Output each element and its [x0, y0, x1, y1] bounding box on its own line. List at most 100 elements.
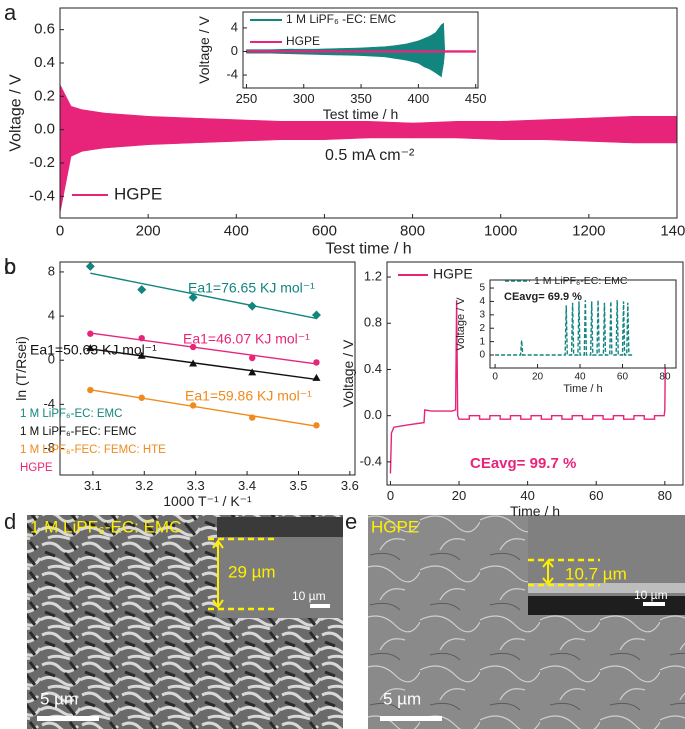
arrow-head [542, 559, 554, 586]
chart-panel: 3.1 3.2 3.3 3.4 3.5 3.6 -8 -4 0 4 8 1000 T⁻¹ / K⁻¹ l… [4, 254, 359, 509]
x-tick-label: 3.1 [84, 478, 102, 493]
marker [87, 330, 94, 337]
plot-frame-bg [60, 262, 355, 475]
x-tick-label: 3.3 [187, 478, 205, 493]
y-tick-label: 5 [479, 283, 485, 294]
y-tick-label: 4 [48, 308, 55, 323]
y-tick-label: -0.4 [360, 453, 382, 468]
legend-label: 1 M LiPF₆ -EC: EMC [286, 12, 397, 26]
y-axis-label: Voltage / V [340, 339, 356, 407]
x-tick-label: 60 [617, 372, 629, 383]
marker [189, 359, 198, 367]
y-tick-label: 0.4 [364, 361, 382, 376]
activation-energy: Ea1=46.07 KJ mol⁻¹ [183, 331, 310, 347]
y-tick-label: 4 [479, 296, 485, 307]
y-tick-label: 1 [479, 336, 485, 347]
marker [249, 354, 256, 362]
plot-data [495, 300, 634, 356]
voltage-band [412, 121, 457, 139]
marker [138, 334, 145, 342]
scale-bar [643, 602, 665, 606]
voltage-line [389, 300, 667, 474]
y-tick-label: 4 [231, 19, 238, 34]
voltage-band [125, 114, 149, 147]
legend-label: 1 M LiPF₆-FEC: FEMC: HTE [20, 444, 166, 456]
x-tick-label: 80 [659, 372, 671, 383]
scale-bar [310, 604, 330, 608]
x-tick-label: 3.6 [341, 478, 359, 493]
x-tick-label: 1400 [660, 222, 685, 239]
plot-frame [242, 11, 479, 89]
voltage-band [103, 112, 127, 149]
fit-line [90, 332, 317, 365]
image-caption: 1 M LiPF₆-EC: EMC [30, 517, 181, 536]
y-tick-label: -4 [43, 396, 55, 411]
plot-frame [489, 279, 677, 369]
legend-label: HGPE [433, 266, 473, 282]
fit-line [90, 272, 317, 320]
marker [248, 368, 257, 376]
marker [189, 402, 197, 409]
x-tick-label: 250 [236, 91, 258, 106]
x-tick-label: 3.2 [135, 478, 153, 493]
plot-data [60, 84, 677, 214]
voltage-band [81, 109, 105, 152]
voltage-band [544, 117, 590, 142]
panel-label: d [4, 509, 16, 534]
plot-data [246, 22, 477, 78]
marker [87, 386, 94, 394]
marker [85, 262, 95, 271]
x-axis-label: Time / h [563, 383, 602, 395]
image-caption: HGPE [371, 517, 419, 536]
voltage-band [456, 121, 502, 140]
voltage-band [280, 121, 325, 140]
x-tick-label: 1000 [484, 222, 517, 239]
y-tick-label: -8 [43, 440, 55, 455]
plot-frame [59, 261, 356, 476]
plot-frame [59, 7, 678, 219]
voltage-band [500, 119, 546, 140]
marker [313, 422, 320, 429]
marker [189, 343, 197, 351]
fit-line [90, 348, 317, 381]
y-axis-label: Voltage / V [196, 15, 212, 83]
marker [188, 292, 198, 302]
legend-label: 1 M LiPF₆-EC: EMC [20, 408, 122, 420]
y-tick-label: 1.2 [364, 268, 382, 283]
sem-inset-top [217, 517, 343, 537]
sem-panel-d: 1 M LiPF₆-EC: EMC 29 µm 10 µm 5 µm d [4, 509, 343, 729]
marker [138, 394, 145, 401]
activation-energy: Ea1=50.63 KJ mol⁻¹ [30, 342, 157, 358]
y-tick-label: -0.4 [29, 187, 55, 204]
x-tick-label: 350 [350, 91, 372, 106]
y-tick-label: 0.6 [34, 21, 55, 38]
marker [86, 344, 95, 352]
y-tick-label: 0 [479, 350, 485, 361]
x-tick-label: 20 [452, 488, 466, 503]
marker [137, 285, 147, 295]
voltage-band [443, 23, 446, 64]
thickness-label: 10.7 µm [565, 564, 627, 583]
y-tick-label: 0.2 [34, 87, 55, 104]
y-tick-label: 0 [48, 352, 55, 367]
voltage-band [632, 116, 677, 144]
x-axis-label: Test time / h [325, 241, 411, 258]
y-tick-label: 0.0 [34, 121, 55, 138]
x-tick-label: 0 [492, 372, 498, 383]
sem-inset-layer [528, 583, 685, 593]
y-tick-label: -4 [226, 66, 238, 81]
x-tick-label: 40 [574, 372, 586, 383]
chart-panel: 250 300 350 400 450 -4 0 4 Test time / h Voltage … [196, 11, 487, 122]
x-tick-label: 400 [224, 222, 249, 239]
y-axis-label: ln (T/Rsei) [13, 336, 29, 401]
x-tick-label: 450 [465, 91, 487, 106]
chart-panel: 0 20 40 60 80 0 1 2 3 4 5 Time / h Voltage / V 1 M Li… [455, 275, 677, 395]
arrow-head [212, 539, 224, 609]
annotation: CEavg= 99.7 % [470, 455, 576, 472]
scale-bar [37, 716, 99, 721]
activation-energy: Ea1=76.65 KJ mol⁻¹ [188, 280, 315, 296]
y-tick-label: 3 [479, 309, 485, 320]
voltage-band [324, 121, 369, 140]
marker [311, 310, 321, 320]
